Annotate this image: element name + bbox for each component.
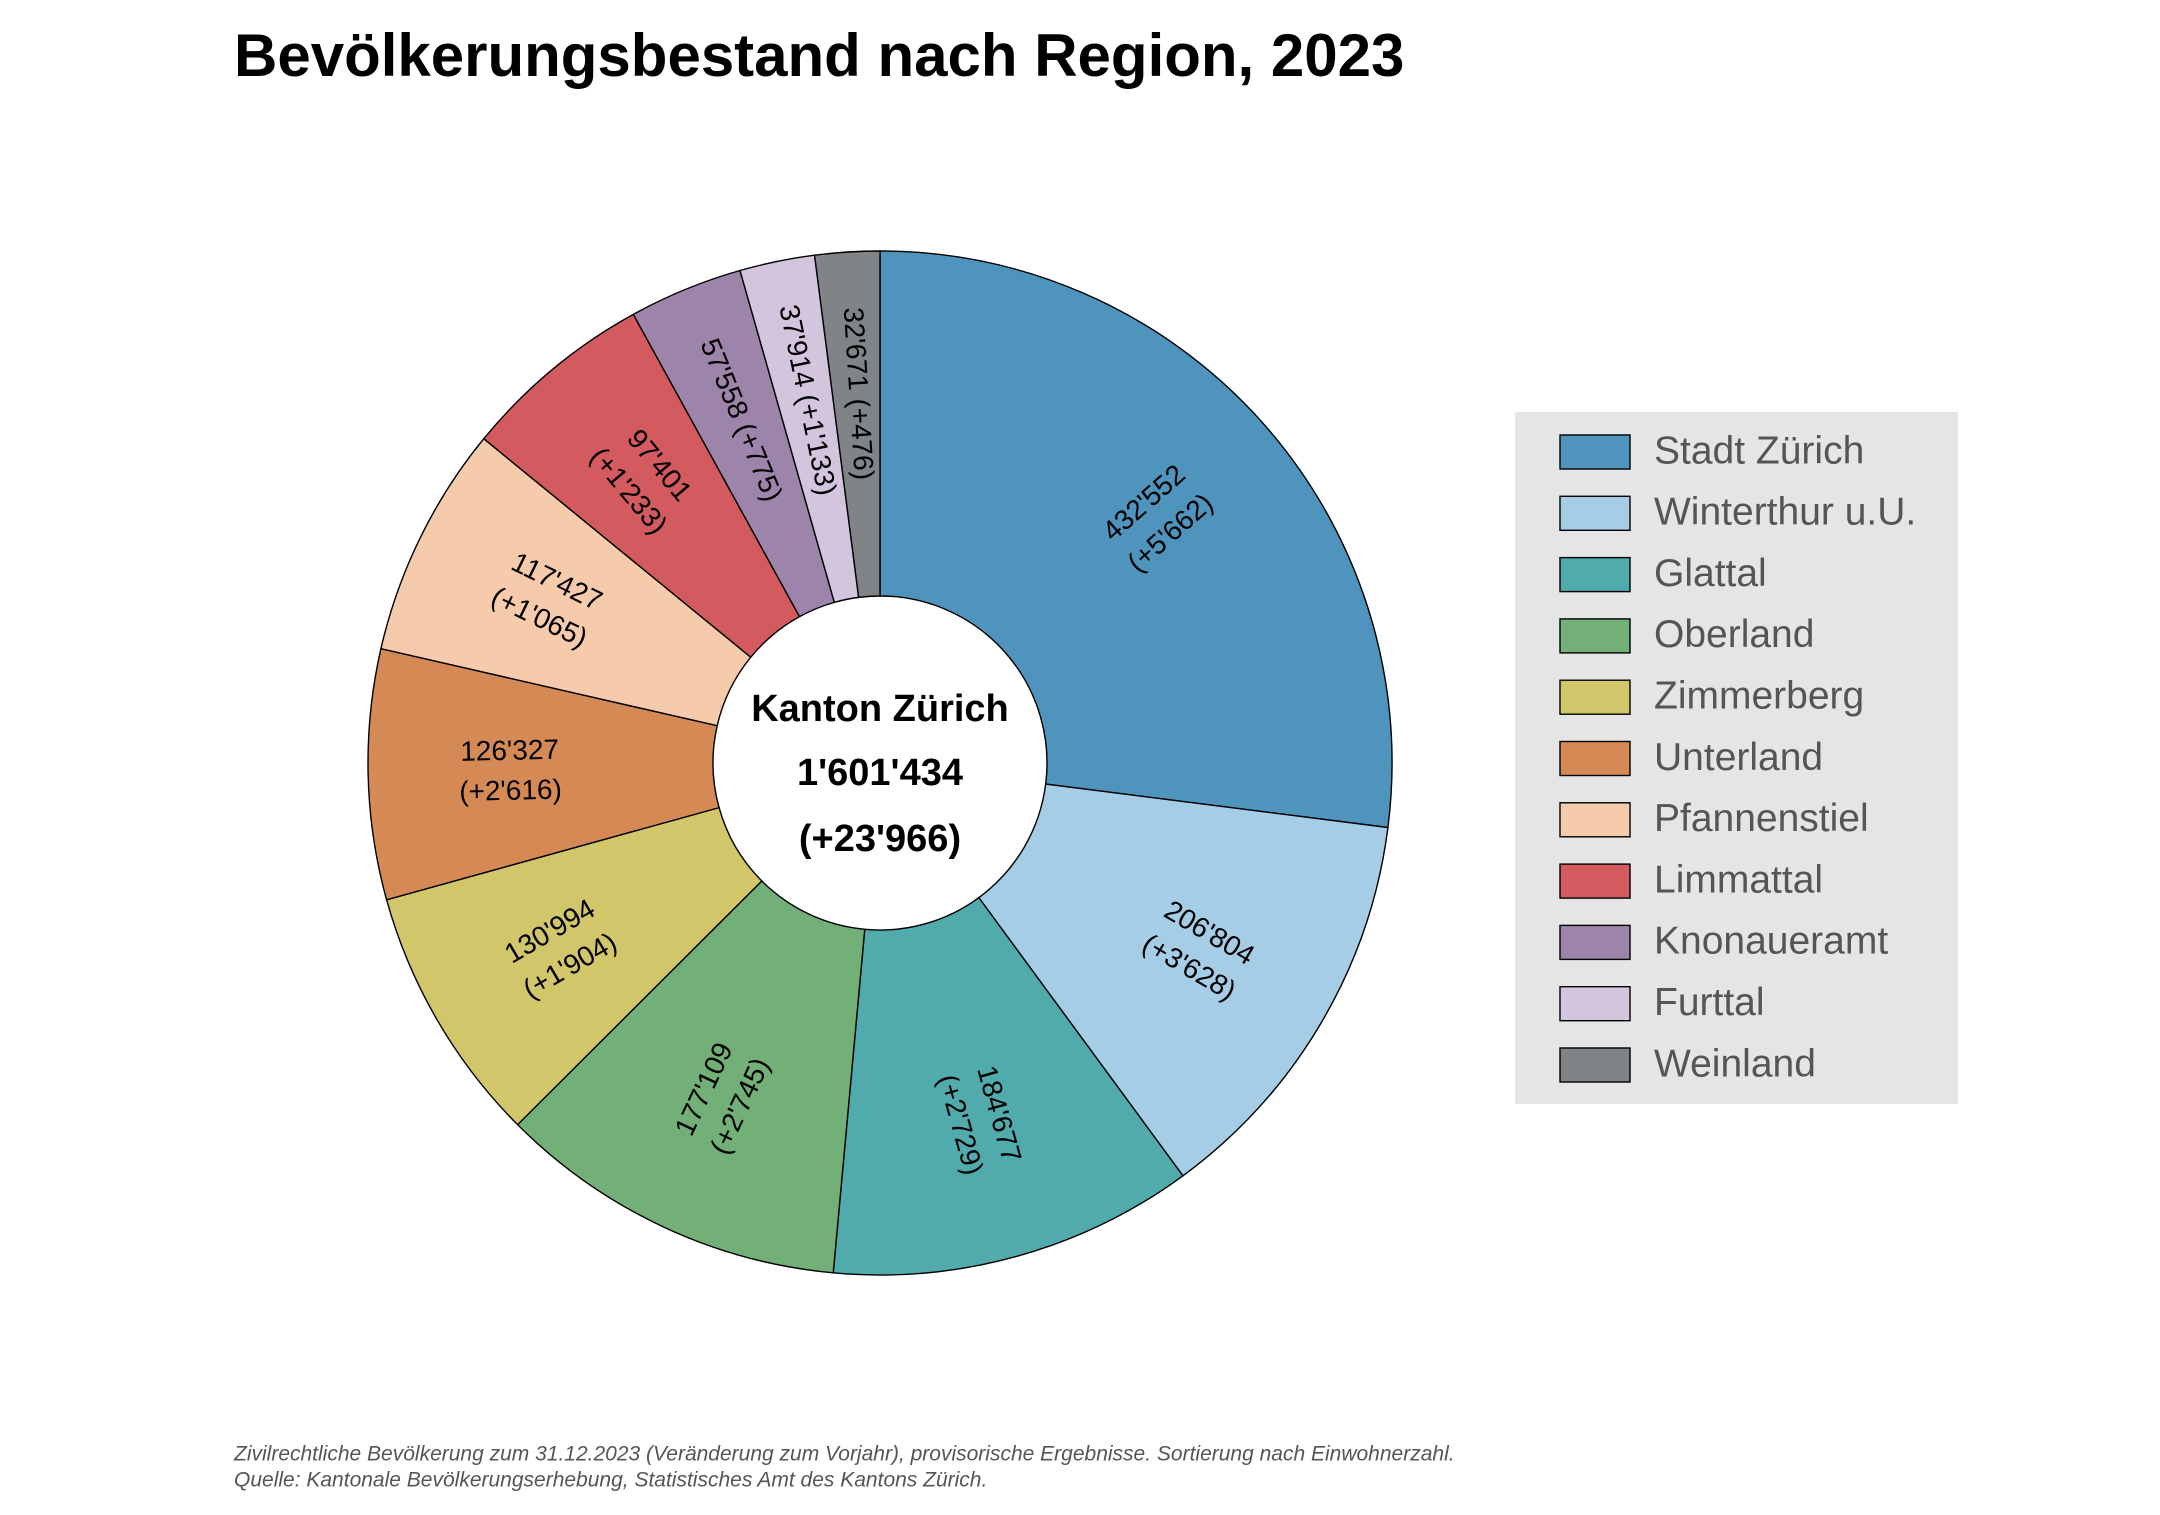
slice-label-text: 32'671 (+476): [837, 306, 879, 481]
legend-label: Unterland: [1654, 736, 1823, 779]
legend-label: Oberland: [1654, 613, 1814, 656]
slice: [367, 647, 720, 901]
slice: [385, 806, 763, 1126]
legend-swatch: [1559, 863, 1631, 899]
legend-swatch: [1559, 679, 1631, 715]
legend-swatch: [1559, 556, 1631, 593]
slice: [832, 896, 1184, 1276]
legend-label: Glattal: [1654, 552, 1767, 595]
change-label: (+476): [843, 397, 879, 481]
legend-swatch: [1559, 1047, 1631, 1083]
legend-swatch: [1559, 434, 1631, 470]
chart-title: Bevölkerungsbestand nach Region, 2023: [234, 22, 1404, 89]
legend-swatch: [1559, 740, 1631, 777]
footnote: Quelle: Kantonale Bevölkerungserhebung, …: [234, 1469, 987, 1492]
legend-label: Pfannenstiel: [1654, 797, 1869, 840]
change-label: (+2'616): [459, 774, 562, 807]
legend-label: Furttal: [1654, 981, 1765, 1024]
legend-label: Zimmerberg: [1654, 674, 1864, 717]
legend-label: Weinland: [1654, 1042, 1816, 1085]
legend-swatch: [1559, 802, 1631, 838]
slice: [482, 313, 801, 659]
center-change: (+23'966): [799, 818, 961, 860]
center-total: 1'601'434: [797, 752, 963, 794]
legend-label: Limmattal: [1654, 858, 1823, 901]
legend-swatch: [1559, 495, 1631, 531]
slice: [977, 783, 1389, 1177]
slice-label: 32'671 (+476): [837, 306, 879, 481]
slice: [879, 250, 1393, 829]
value-label: 126'327: [460, 734, 559, 767]
footnote: Zivilrechtliche Bevölkerung zum 31.12.20…: [233, 1443, 1455, 1466]
value-label: 32'671: [837, 306, 873, 391]
legend-swatch: [1559, 986, 1631, 1022]
legend-swatch: [1559, 924, 1631, 961]
center-title: Kanton Zürich: [751, 688, 1009, 730]
legend-label: Stadt Zürich: [1654, 429, 1864, 472]
legend-swatch: [1559, 618, 1631, 654]
slice: [380, 437, 752, 727]
slice-label: 126'327 (+2'616): [459, 734, 562, 807]
slice: [813, 250, 881, 599]
legend-label: Knonaueramt: [1654, 920, 1888, 963]
legend-label: Winterthur u.U.: [1654, 491, 1916, 534]
slice: [516, 879, 866, 1274]
